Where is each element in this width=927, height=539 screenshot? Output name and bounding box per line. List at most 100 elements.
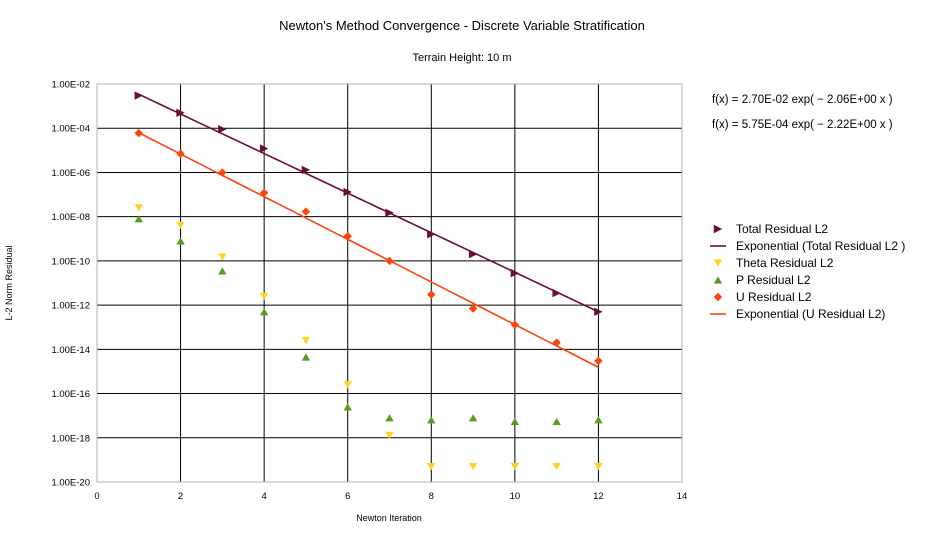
data-point [259,292,269,300]
data-point [552,338,561,347]
data-point [343,187,352,197]
y-tick-label: 1.00E-10 [51,256,90,267]
x-axis-label: Newton Iteration [356,513,422,523]
legend-marker-swatch [713,224,723,234]
x-tick-label: 2 [178,491,183,502]
data-point [385,414,394,422]
data-point [510,462,520,471]
y-tick-label: 1.00E-02 [51,80,90,91]
y-tick-label: 1.00E-14 [51,345,90,356]
y-tick-label: 1.00E-04 [51,124,90,135]
data-point [259,188,269,198]
legend-label: Theta Residual L2 [736,256,834,270]
x-tick-label: 14 [677,491,688,502]
x-tick-label: 0 [94,491,99,502]
data-point [176,221,185,230]
data-point [594,356,603,366]
series-markers [134,91,603,316]
data-point [468,414,478,422]
data-point [594,307,603,316]
data-point [343,381,352,389]
data-point [218,267,227,275]
legend-item: Total Residual L2 [713,222,828,236]
chart-title: Newton's Method Convergence - Discrete V… [279,18,645,33]
y-tick-label: 1.00E-16 [51,389,90,400]
plot-border [96,83,683,483]
legend-item: P Residual L2 [713,273,811,287]
data-point [510,320,520,329]
x-tick-label: 8 [429,491,434,502]
data-markers [134,91,603,471]
fit-line [138,93,599,313]
data-point [218,168,227,177]
data-point [218,253,227,261]
data-point [385,208,394,217]
legend-label: Exponential (U Residual L2) [736,307,885,321]
legend-marker-swatch [713,292,723,302]
data-point [176,108,185,117]
data-point [301,165,311,175]
fit-line [138,132,599,368]
data-point [134,215,143,223]
data-point [468,304,478,313]
data-point [594,416,603,424]
data-point [510,268,520,278]
data-point [134,91,143,100]
y-axis-ticks: 1.00E-02 1.00E-04 1.00E-06 1.00E-08 1.00E-10… [51,80,90,489]
series-markers [134,204,603,471]
equation-total: f(x) = 2.70E-02 exp( − 2.06E+00 x ) [712,94,893,106]
data-point [343,232,352,241]
fit-lines [138,93,599,368]
legend-label: U Residual L2 [736,290,812,304]
x-tick-label: 6 [345,491,350,502]
legend-marker-swatch [713,276,723,284]
data-point [552,462,561,471]
data-point [259,144,269,153]
equation-u: f(x) = 5.75E-04 exp( − 2.22E+00 x ) [712,119,893,131]
chart-subtitle: Terrain Height: 10 m [412,52,511,64]
legend-item: U Residual L2 [713,290,812,304]
data-point [343,403,352,411]
y-tick-label: 1.00E-18 [51,433,90,444]
fit-equations: f(x) = 2.70E-02 exp( − 2.06E+00 x ) f(x)… [712,94,893,131]
data-point [301,353,311,361]
data-point [385,431,394,439]
data-point [218,125,227,134]
series-markers [134,215,603,425]
legend-item: Exponential (U Residual L2) [710,307,885,321]
data-point [468,250,478,259]
y-axis-label: L-2 Norm Residual [4,245,14,320]
data-point [552,288,561,298]
data-point [385,256,394,266]
series-markers [134,128,603,366]
y-tick-label: 1.00E-06 [51,168,90,179]
x-tick-label: 10 [510,491,521,502]
legend-marker-swatch [713,259,723,267]
y-tick-label: 1.00E-20 [51,478,90,489]
data-point [301,207,311,216]
data-point [468,462,478,471]
x-tick-label: 12 [593,491,604,502]
data-point [510,417,520,425]
data-point [176,149,185,158]
plot-area: 0 2 4 6 8 10 12 14 1.00E-021.00E-041.00E-061.00… [51,80,687,503]
data-point [427,290,436,299]
data-point [301,336,311,345]
data-point [427,462,436,471]
legend-label: P Residual L2 [736,273,811,287]
data-point [427,416,436,424]
legend-label: Total Residual L2 [736,222,828,236]
legend-item: Exponential (Total Residual L2 ) [710,239,905,253]
data-point [259,308,269,316]
legend: Total Residual L2 Exponential (Total Resi… [710,222,905,321]
data-point [176,237,185,245]
data-point [427,230,436,239]
data-point [134,204,143,212]
data-point [552,417,561,425]
data-point [134,128,143,138]
data-point [594,462,603,471]
y-tick-label: 1.00E-08 [51,212,90,223]
legend-label: Exponential (Total Residual L2 ) [736,239,905,253]
y-tick-label: 1.00E-12 [51,301,90,312]
